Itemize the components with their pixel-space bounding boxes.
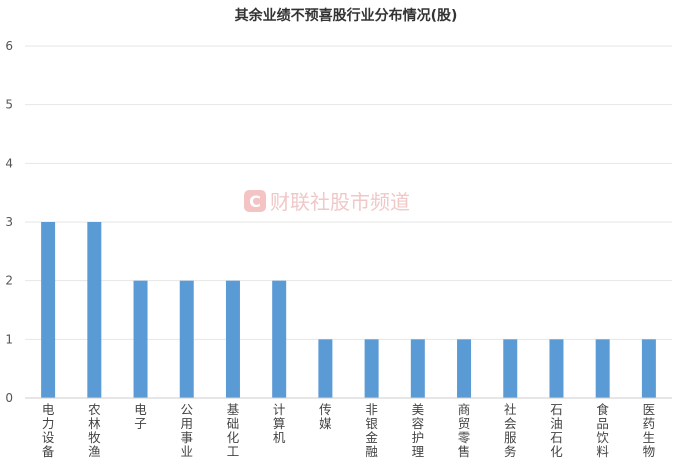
watermark: C 财联社股市频道 xyxy=(244,190,410,214)
chart-title: 其余业绩不预喜股行业分布情况(股) xyxy=(235,7,458,24)
bar xyxy=(364,339,379,398)
y-tick-label: 1 xyxy=(5,332,13,346)
gridlines xyxy=(25,45,672,340)
watermark-logo-icon xyxy=(244,190,266,212)
y-tick-label: 2 xyxy=(5,274,13,288)
x-tick-label: 医药生物 xyxy=(643,402,656,459)
watermark-logo-letter: C xyxy=(249,192,261,211)
watermark-text: 财联社股市频道 xyxy=(270,190,410,214)
y-tick-label: 4 xyxy=(5,156,13,170)
bar xyxy=(410,339,425,398)
bar xyxy=(87,222,102,398)
bar xyxy=(457,339,472,398)
y-tick-label: 3 xyxy=(5,215,13,229)
x-tick-label: 农林牧渔 xyxy=(88,402,101,459)
y-tick-label: 0 xyxy=(5,391,13,405)
y-tick-label: 6 xyxy=(5,39,13,53)
bar xyxy=(133,280,148,398)
bar xyxy=(179,280,194,398)
x-tick-label: 传媒 xyxy=(319,402,332,431)
x-tick-label: 美容护理 xyxy=(412,402,425,459)
x-tick-label: 商贸零售 xyxy=(458,402,471,459)
bar xyxy=(595,339,610,398)
x-tick-label: 计算机 xyxy=(273,402,286,445)
x-tick-label: 公用事业 xyxy=(180,402,193,459)
x-tick-label: 石油石化 xyxy=(550,402,563,459)
y-tick-label: 5 xyxy=(5,98,13,112)
y-axis-ticks: 0 1 2 3 4 5 6 xyxy=(5,39,13,405)
x-tick-label: 基础化工 xyxy=(227,402,240,459)
x-tick-label: 非银金融 xyxy=(365,402,378,459)
bar xyxy=(41,222,56,398)
bar xyxy=(318,339,333,398)
x-tick-label: 电子 xyxy=(134,402,147,431)
bar xyxy=(549,339,564,398)
bar xyxy=(225,280,240,398)
bar xyxy=(503,339,518,398)
x-tick-label: 社会服务 xyxy=(504,402,517,459)
bars xyxy=(41,222,656,398)
x-tick-label: 食品饮料 xyxy=(596,402,609,459)
bar xyxy=(272,280,287,398)
x-axis-labels: 电力设备 农林牧渔 电子 公用事业 基础化工 计算机 传媒 非银金融 美容护理 商贸零售 社会服务 石… xyxy=(42,402,655,459)
bar xyxy=(641,339,656,398)
x-tick-label: 电力设备 xyxy=(42,402,55,459)
